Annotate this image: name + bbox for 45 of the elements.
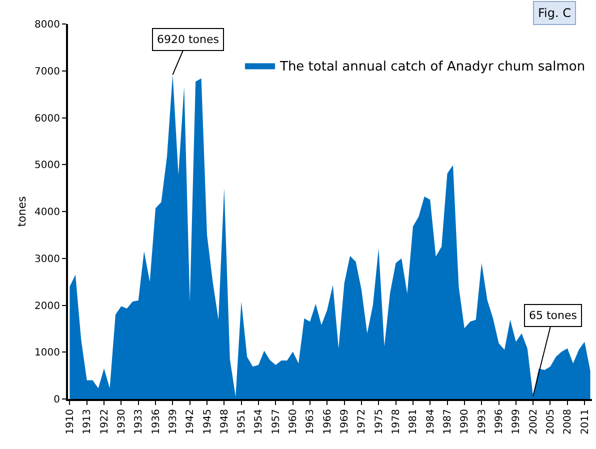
text: Fig. C [538,6,571,20]
annotation: 6920 tones [157,33,220,46]
x-tick-label: 1978 [391,409,402,434]
x-tick-label: 1913 [82,409,94,434]
x-tick-label: 1993 [476,409,488,434]
annotation: 65 tones [529,309,578,322]
x-tick-label: 1922 [99,409,110,434]
x-tick-label: 1984 [425,409,436,434]
x-tick-label: 1951 [236,409,248,434]
y-tick-label: 3000 [34,254,60,265]
y-tick-label: 6000 [34,113,60,124]
x-tick-label: 1954 [254,409,265,434]
y-tick-label: 4000 [34,207,60,218]
y-tick-label: 5000 [34,160,60,172]
legend-label: The total annual catch of Anadyr chum salmon [279,59,586,74]
x-tick-label: 1999 [511,409,522,434]
x-tick-label: 1990 [460,409,471,434]
x-tick-label: 1981 [408,409,420,434]
x-tick-label: 1910 [64,409,76,434]
y-tick-label: 8000 [34,20,60,30]
x-tick-label: 1957 [270,409,282,434]
x-tick-label: 1948 [219,409,230,434]
x-tick-label: 2008 [562,409,574,434]
y-tick-label: 1000 [34,348,60,359]
y-tick-label: 7000 [34,66,60,78]
x-tick-label: 2011 [580,409,591,434]
y-tick-label: 2000 [34,300,60,312]
x-tick-label: 1996 [494,409,506,434]
x-tick-label: 1963 [305,409,316,434]
x-tick-label: 1975 [374,409,385,434]
x-tick-label: 2005 [545,409,556,434]
x-tick-label: 1933 [134,409,145,434]
x-tick-label: 1960 [288,409,300,434]
x-tick-label: 1936 [150,409,162,434]
x-tick-label: 1945 [202,409,214,434]
y-tick-label: 0 [54,394,60,406]
x-tick-label: 1972 [356,409,368,434]
y-axis-title: tones [16,196,29,227]
x-tick-label: 1969 [340,409,351,434]
x-tick-label: 1987 [442,409,454,434]
x-tick-label: 1966 [322,409,334,434]
x-tick-label: 1939 [168,409,179,434]
x-tick-label: 2002 [528,409,540,434]
x-tick-label: 1930 [116,409,128,434]
x-tick-label: 1942 [185,409,196,434]
